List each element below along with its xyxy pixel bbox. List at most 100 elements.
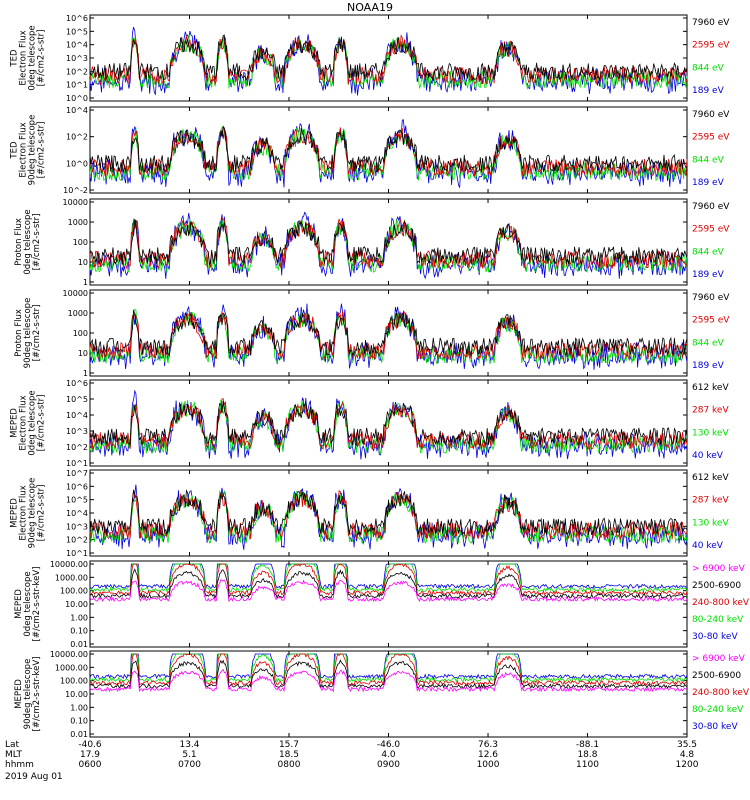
y-tick-label: 0.10 <box>70 717 88 726</box>
panel-5: 10^6 10^5 10^4 10^3 10^2 10^1 MEPED Electron Fl… <box>10 379 730 468</box>
series-line <box>89 484 688 550</box>
y-tick-label: 10 <box>78 349 88 358</box>
y-axis-label: Electron Flux <box>19 395 29 450</box>
y-tick-label: 10^5 <box>66 27 88 36</box>
y-tick-label: 10^0 <box>66 94 88 103</box>
legend-label: 287 keV <box>692 406 729 416</box>
y-axis-label: 0deg telescope <box>23 571 33 636</box>
series-line <box>89 563 688 590</box>
x-row-label: MLT <box>5 750 23 760</box>
legend-label: > 6900 keV <box>692 654 746 664</box>
y-tick-label: 10^1 <box>66 459 88 468</box>
y-tick-label: 1.00 <box>70 703 88 712</box>
y-axis-label: 0deg telescope <box>23 209 33 274</box>
y-axis-label: 0deg telescope <box>28 25 38 90</box>
series-line <box>89 309 688 361</box>
y-axis-label: [#/cm2-s-str] <box>37 30 47 87</box>
x-row-label: Lat <box>5 740 20 750</box>
legend-label: 2595 eV <box>692 316 730 326</box>
y-tick-label: 10^2 <box>66 133 88 142</box>
series-line <box>89 308 688 365</box>
y-tick-label: 1000 <box>68 309 88 318</box>
y-tick-label: 10^0 <box>66 159 88 168</box>
x-tick-label: 18.8 <box>577 750 597 760</box>
x-tick-label: 13.4 <box>179 740 199 750</box>
y-tick-label: 100.00 <box>60 587 88 596</box>
x-tick-label: -46.0 <box>377 740 401 750</box>
y-tick-label: 10^3 <box>66 427 88 436</box>
legend-label: 612 keV <box>692 383 729 393</box>
legend-label: 844 eV <box>692 155 725 165</box>
x-tick-label: 1000 <box>477 760 500 770</box>
panel-6: 10^7 10^6 10^5 10^4 10^3 10^2 10^1 MEPED Electro… <box>10 469 730 558</box>
x-tick-label: 12.6 <box>478 750 498 760</box>
y-tick-label: 10000 <box>63 289 88 298</box>
panel-8: 10000.00 1000.00 100.00 10.00 1.00 0.10 0.01 ME… <box>14 650 750 739</box>
series-line <box>89 34 688 86</box>
y-axis-label: 0deg telescope <box>28 390 38 455</box>
x-tick-label: 4.8 <box>680 750 695 760</box>
y-tick-label: 10000 <box>63 198 88 207</box>
x-tick-label: 35.5 <box>677 740 697 750</box>
series-line <box>89 668 688 693</box>
x-tick-label: 5.1 <box>182 750 196 760</box>
legend-label: 189 eV <box>692 178 725 188</box>
legend-label: 844 eV <box>692 247 725 257</box>
x-tick-label: -40.6 <box>78 740 102 750</box>
series-line <box>89 34 688 82</box>
y-tick-label: 10^6 <box>66 482 88 491</box>
legend-label: 189 eV <box>692 86 725 96</box>
x-row-label: 2019 Aug 01 <box>5 772 63 782</box>
y-axis-label: [#/cm2-s-str] <box>32 214 42 271</box>
y-tick-label: 0.01 <box>70 730 88 739</box>
y-axis-label: Electron Flux <box>19 30 29 85</box>
legend-label: 240-800 keV <box>692 598 750 608</box>
y-axis-label: 90deg telescope <box>23 659 33 730</box>
y-axis-label: MEPED <box>10 408 20 438</box>
legend-label: 40 keV <box>692 541 724 551</box>
legend-label: 130 keV <box>692 518 729 528</box>
legend-label: 844 eV <box>692 338 725 348</box>
y-tick-label: 100 <box>73 329 88 338</box>
series-line <box>89 125 688 174</box>
series-line <box>89 659 688 690</box>
series-line <box>89 309 688 357</box>
panel-frame <box>89 106 688 194</box>
y-tick-label: 10^2 <box>66 536 88 545</box>
legend-label: 2595 eV <box>692 41 730 51</box>
series-line <box>89 216 687 270</box>
x-tick-label: 76.3 <box>478 740 498 750</box>
y-tick-label: 10000.00 <box>50 650 88 659</box>
series-line <box>89 579 688 603</box>
y-tick-label: 1000.00 <box>55 573 88 582</box>
legend-label: 130 keV <box>692 428 729 438</box>
y-axis-label: [#/cm2-s-str-keV] <box>32 657 42 732</box>
y-tick-label: 10^6 <box>66 379 88 388</box>
x-tick-label: 0900 <box>377 760 400 770</box>
legend-label: 30-80 keV <box>692 722 738 732</box>
y-axis-label: 90deg telescope <box>28 478 38 549</box>
x-tick-label: -88.1 <box>576 740 599 750</box>
series-line <box>89 398 688 451</box>
y-tick-label: 10^5 <box>66 395 88 404</box>
series-line <box>89 125 688 182</box>
panel-1: 10^6 10^5 10^4 10^3 10^2 10^1 10^0 TED Electron … <box>10 14 731 103</box>
x-tick-label: 1100 <box>576 760 599 770</box>
legend-label: 40 keV <box>692 451 724 461</box>
series-line <box>89 126 688 178</box>
x-tick-label: 0800 <box>278 760 301 770</box>
y-tick-label: 0.01 <box>70 640 88 649</box>
panel-3: 10000 1000 100 10 1 Proton Flux 0deg telescope… <box>14 198 730 287</box>
x-tick-label: 4.0 <box>381 750 396 760</box>
y-tick-label: 1 <box>83 369 88 378</box>
y-axis-label: Proton Flux <box>14 309 24 357</box>
x-tick-label: 0700 <box>178 760 201 770</box>
legend-label: 7960 eV <box>692 18 730 28</box>
series-line <box>89 489 688 545</box>
y-tick-label: 10^4 <box>66 411 88 420</box>
y-tick-label: 10^1 <box>66 81 88 90</box>
legend-label: > 6900 keV <box>692 564 746 574</box>
x-tick-label: 18.5 <box>279 750 299 760</box>
